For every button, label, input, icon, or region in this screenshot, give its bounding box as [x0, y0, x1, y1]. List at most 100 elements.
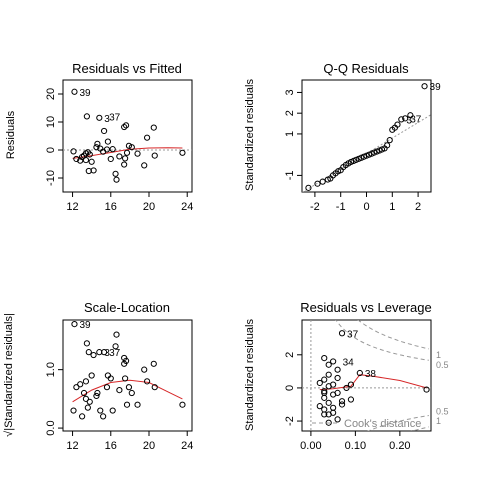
data-point [179, 149, 186, 156]
cooks-level-label: 1 [436, 416, 441, 426]
y-tick-label: 0 [284, 385, 296, 391]
data-point [96, 114, 103, 121]
data-point [83, 340, 90, 347]
data-point [321, 406, 328, 413]
y-tick-label: -2 [284, 416, 296, 426]
data-point [109, 407, 116, 414]
plot-area [63, 88, 192, 183]
data-point [305, 184, 312, 191]
x-tick-label: 2 [415, 201, 421, 213]
data-point [71, 320, 78, 328]
data-point [94, 389, 101, 397]
data-point [321, 388, 328, 395]
point-label: 39 [430, 82, 442, 93]
data-point [100, 413, 107, 420]
data-point [343, 384, 350, 392]
data-point [82, 378, 90, 385]
data-point [83, 113, 90, 120]
data-point [325, 399, 332, 406]
data-point [330, 409, 337, 416]
y-tick-label: 0 [45, 147, 57, 153]
panel-scale-location: Scale-Location √|Standardized residuals|… [3, 300, 193, 452]
cooks-distance-contour [335, 320, 429, 361]
y-tick-label: -1 [284, 171, 296, 181]
data-point [334, 374, 341, 382]
x-tick-label: 0.10 [345, 440, 366, 452]
x-tick-label: 20 [143, 440, 155, 452]
data-point [122, 122, 130, 129]
data-point [90, 351, 97, 359]
data-point [84, 404, 91, 411]
point-label: 39 [79, 88, 91, 99]
data-point [125, 384, 133, 391]
data-point [325, 361, 332, 368]
data-point [150, 124, 157, 131]
data-point [330, 358, 337, 365]
x-tick-label: -2 [310, 201, 320, 213]
data-point [123, 149, 131, 156]
plot-area [302, 83, 431, 192]
data-point [398, 116, 405, 123]
data-point [85, 349, 92, 356]
data-point [90, 167, 97, 174]
data-point [122, 375, 129, 382]
panel-residuals-vs-leverage: Residuals vs Leverage Standardized resid… [244, 300, 449, 452]
data-point [421, 83, 428, 90]
data-point [125, 142, 133, 149]
cooks-distance-contour [367, 415, 429, 431]
data-point [80, 389, 88, 397]
x-tick-label: 0 [363, 201, 369, 213]
data-point [423, 386, 430, 393]
data-point [94, 140, 101, 147]
data-point [316, 379, 323, 387]
point-label: 37 [109, 348, 121, 359]
panel-residuals-vs-fitted: Residuals vs Fitted Residuals 12 16 20 24 -1… [5, 61, 193, 213]
data-point [338, 398, 346, 405]
data-point [141, 366, 148, 373]
x-tick-label: -1 [336, 201, 346, 213]
data-point [104, 372, 112, 379]
data-point [88, 158, 95, 165]
x-tick-label: 16 [105, 440, 117, 452]
data-point [141, 162, 148, 169]
smooth-fit-line [72, 379, 183, 403]
cooks-level-label: 0.5 [436, 406, 449, 416]
y-tick-label: 1.0 [45, 362, 57, 377]
data-point [100, 349, 108, 356]
y-tick-label: 3 [284, 89, 296, 95]
x-tick-label: 1 [389, 201, 395, 213]
data-point [314, 180, 321, 187]
panel-qq-residuals: Q-Q Residuals Standardized residuals -2 -… [244, 61, 441, 213]
data-point [334, 389, 341, 396]
data-point [128, 389, 135, 397]
data-point [70, 407, 77, 414]
data-point [79, 413, 86, 420]
data-point [121, 161, 128, 168]
data-point [82, 395, 90, 402]
data-point [338, 330, 346, 337]
data-point [407, 112, 414, 119]
data-point [122, 357, 130, 364]
data-point [134, 150, 141, 157]
data-point [113, 176, 120, 183]
data-point [325, 371, 332, 378]
x-tick-label: 0.00 [300, 440, 321, 452]
cooks-level-label: 0.5 [436, 360, 449, 370]
point-label: 3 [104, 114, 110, 125]
data-point [151, 152, 158, 159]
panel-title: Q-Q Residuals [323, 61, 409, 76]
point-label: 38 [365, 369, 377, 380]
data-point [71, 88, 78, 95]
legend-cooks-label: Cook's distance [344, 418, 421, 430]
data-point [179, 401, 186, 408]
x-tick-label: 0.20 [389, 440, 410, 452]
data-point [128, 144, 135, 151]
plot-frame [301, 79, 432, 193]
data-point [330, 404, 337, 411]
data-point [347, 396, 355, 403]
x-tick-label: 24 [181, 440, 193, 452]
plot-frame [62, 319, 193, 432]
data-point [321, 394, 328, 401]
data-point [77, 157, 84, 164]
